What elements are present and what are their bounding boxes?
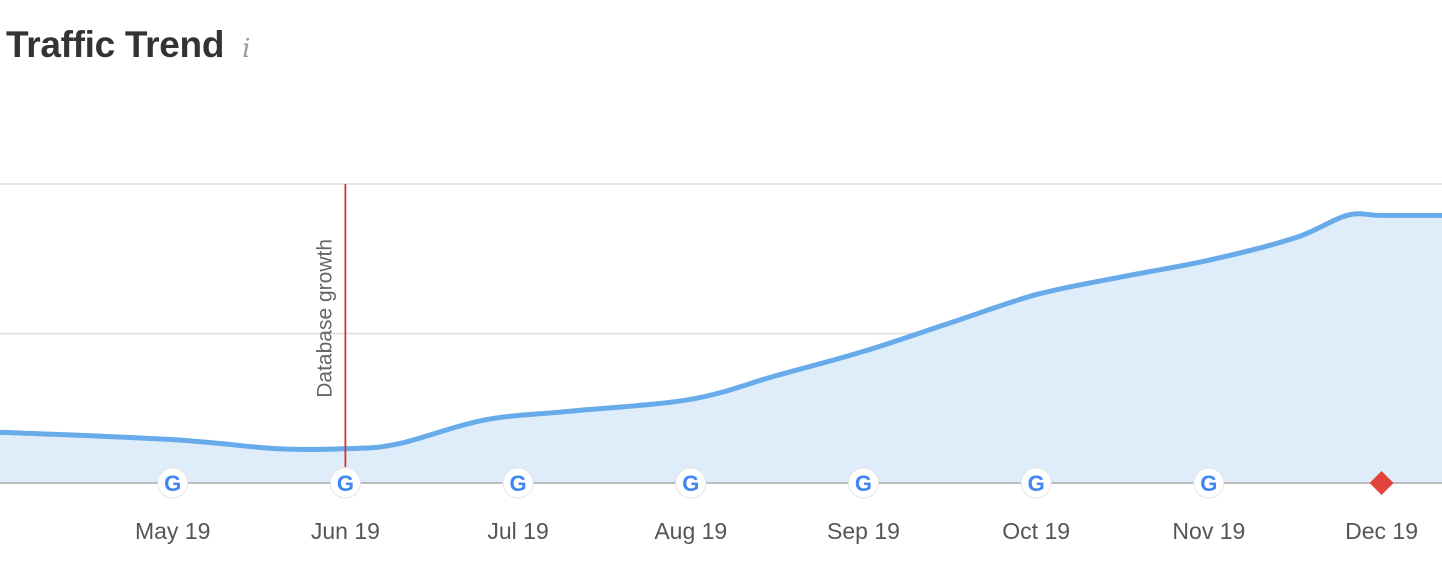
chart-header: Traffic Trend i xyxy=(6,20,250,70)
x-tick-label: Nov 19 xyxy=(1172,518,1245,544)
google-icon[interactable]: G xyxy=(164,471,181,496)
x-tick-label: Oct 19 xyxy=(1002,518,1070,544)
google-icon[interactable]: G xyxy=(1200,471,1217,496)
google-icon[interactable]: G xyxy=(855,471,872,496)
page-title: Traffic Trend xyxy=(6,24,225,65)
google-update-marker-3[interactable] xyxy=(502,467,534,499)
x-tick-label: Aug 19 xyxy=(654,518,727,544)
google-icon[interactable]: G xyxy=(682,471,699,496)
x-tick-label: Jun 19 xyxy=(311,518,380,544)
x-tick-label: May 19 xyxy=(135,518,210,544)
google-icon[interactable]: G xyxy=(1028,471,1045,496)
info-icon[interactable]: i xyxy=(242,34,251,64)
traffic-area xyxy=(0,213,1442,483)
x-tick-label: Dec 19 xyxy=(1345,518,1418,544)
google-update-marker-5[interactable] xyxy=(847,467,879,499)
annotation-label: Database growth xyxy=(313,239,336,398)
traffic-line xyxy=(0,211,1442,452)
google-update-marker-6[interactable] xyxy=(1020,467,1052,499)
google-update-marker-4[interactable] xyxy=(675,467,707,499)
google-icon[interactable]: G xyxy=(510,471,527,496)
google-update-marker-1[interactable] xyxy=(157,467,189,499)
x-tick-label: Sep 19 xyxy=(827,518,900,544)
red-diamond-icon[interactable] xyxy=(1369,471,1394,495)
google-update-marker-7[interactable] xyxy=(1193,467,1225,499)
google-icon[interactable]: G xyxy=(337,471,354,496)
google-update-marker-2[interactable] xyxy=(329,467,361,499)
x-tick-label: Jul 19 xyxy=(487,518,548,544)
